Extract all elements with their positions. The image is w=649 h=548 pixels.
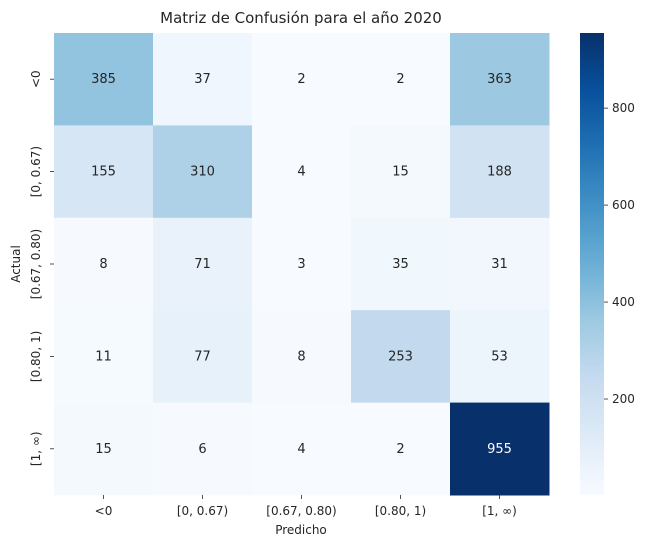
cell-value-label: 53: [491, 349, 508, 364]
x-tick-label: [0, 0.67): [177, 504, 228, 518]
cell-value-label: 310: [190, 165, 215, 180]
y-axis-ticks: <0 [0, 0.67) [0.67, 0.80) [0.80, 1) [1, ∞): [29, 70, 54, 466]
cell-value-label: 155: [91, 165, 116, 180]
heatmap-cell: [54, 402, 154, 496]
heatmap-cell: [54, 33, 154, 126]
y-tick-label: [0.80, 1): [29, 331, 43, 382]
cell-value-label: 35: [392, 257, 409, 272]
y-tick-label: [0.67, 0.80): [29, 229, 43, 299]
cell-value-label: 2: [396, 442, 404, 457]
heatmap-cell: [351, 217, 451, 311]
x-axis-ticks: <0 [0, 0.67) [0.67, 0.80) [0.80, 1) [1, ∞): [95, 495, 517, 518]
cell-value-label: 71: [194, 257, 211, 272]
heatmap-cell: [351, 33, 451, 126]
cell-value-label: 363: [487, 72, 512, 87]
y-axis-label: Actual: [9, 245, 23, 283]
x-tick-label: [0.67, 0.80): [266, 504, 336, 518]
cell-value-label: 8: [99, 257, 107, 272]
cell-value-label: 2: [297, 72, 305, 87]
heatmap-cell: [450, 402, 550, 496]
heatmap-cell: [252, 125, 352, 219]
heatmap-cell: [450, 125, 550, 219]
cell-value-label: 37: [194, 72, 211, 87]
colorbar-tick-label: 800: [612, 101, 635, 115]
cell-value-label: 6: [198, 442, 206, 457]
heatmap-cell: [450, 33, 550, 126]
heatmap-cells: [54, 33, 550, 496]
heatmap-cell: [351, 402, 451, 496]
heatmap-cell: [450, 310, 550, 404]
colorbar-tick-label: 600: [612, 198, 635, 212]
cell-value-label: 15: [95, 442, 112, 457]
heatmap-cell: [54, 125, 154, 219]
colorbar: [580, 33, 604, 495]
cell-value-label: 4: [297, 165, 305, 180]
cell-value-label: 8: [297, 349, 305, 364]
heatmap-cell: [153, 217, 253, 311]
heatmap-cell: [153, 310, 253, 404]
y-tick-label: [0, 0.67): [29, 146, 43, 197]
heatmap-cell: [351, 310, 451, 404]
colorbar-tick-label: 200: [612, 392, 635, 406]
x-tick-label: [0.80, 1): [375, 504, 426, 518]
colorbar-ticks: 200 400 600 800: [604, 101, 635, 406]
cell-value-label: 955: [487, 442, 512, 457]
cell-value-label: 4: [297, 442, 305, 457]
heatmap-cell: [252, 402, 352, 496]
colorbar-tick-label: 400: [612, 295, 635, 309]
x-tick-label: <0: [95, 504, 113, 518]
heatmap-cell: [351, 125, 451, 219]
heatmap-cell: [450, 217, 550, 311]
cell-value-label: 31: [491, 257, 508, 272]
heatmap-cell: [153, 33, 253, 126]
cell-value-label: 188: [487, 165, 512, 180]
heatmap-cell: [153, 125, 253, 219]
cell-value-label: 385: [91, 72, 116, 87]
y-tick-label: [1, ∞): [29, 431, 43, 466]
heatmap-cell: [252, 217, 352, 311]
cell-value-label: 2: [396, 72, 404, 87]
cell-value-label: 15: [392, 165, 409, 180]
x-axis-label: Predicho: [275, 523, 327, 537]
cell-value-label: 3: [297, 257, 305, 272]
cell-value-label: 253: [388, 349, 413, 364]
chart-title: Matriz de Confusión para el año 2020: [160, 9, 442, 27]
heatmap-cell: [54, 310, 154, 404]
heatmap-cell: [252, 33, 352, 126]
y-tick-label: <0: [29, 70, 43, 88]
x-tick-label: [1, ∞): [482, 504, 517, 518]
cell-value-label: 11: [95, 349, 112, 364]
heatmap-cell: [153, 402, 253, 496]
heatmap-cell-labels: 385 37 2 2 363 155 310 4 15 188 8 71 3 35 31 11 77 8 253 53…: [91, 72, 512, 457]
cell-value-label: 77: [194, 349, 211, 364]
heatmap-cell: [54, 217, 154, 311]
heatmap-cell: [252, 310, 352, 404]
